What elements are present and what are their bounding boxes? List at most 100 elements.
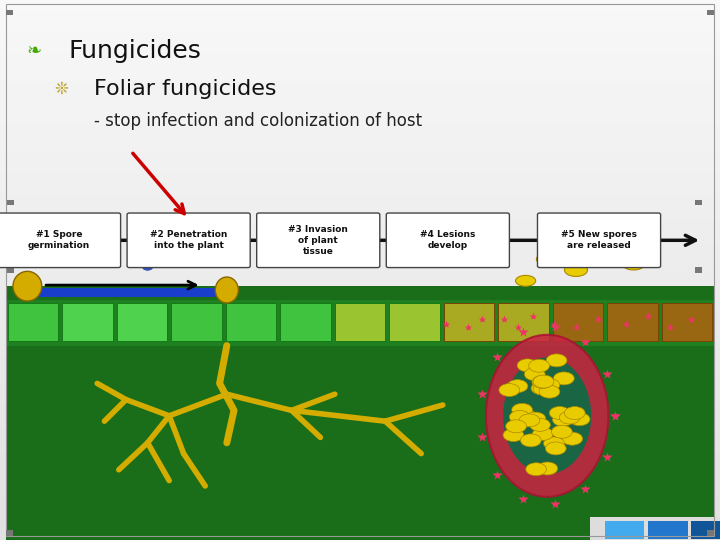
Bar [553, 303, 603, 341]
Text: - stop infection and colonization of host: - stop infection and colonization of hos… [94, 112, 422, 131]
Ellipse shape [581, 232, 600, 243]
Ellipse shape [532, 375, 553, 388]
Bar [6, 300, 714, 346]
Bar [335, 303, 385, 341]
Bar [608, 303, 657, 341]
Bar [691, 521, 720, 539]
Ellipse shape [153, 253, 163, 260]
Bar [553, 303, 603, 341]
Text: #3 Invasion
of plant
tissue: #3 Invasion of plant tissue [288, 225, 348, 256]
Bar [662, 303, 712, 341]
FancyBboxPatch shape [257, 213, 380, 267]
Ellipse shape [539, 379, 559, 392]
Ellipse shape [534, 375, 554, 388]
Bar [8, 303, 58, 341]
Bar [707, 530, 714, 536]
Bar [6, 286, 714, 540]
Bar [707, 10, 714, 15]
Bar [22, 288, 216, 297]
Bar [226, 303, 276, 341]
Bar [590, 517, 720, 540]
Bar [390, 303, 440, 341]
Text: #4 Lesions
develop: #4 Lesions develop [420, 230, 475, 251]
Bar [498, 303, 549, 341]
Bar [608, 303, 657, 341]
Ellipse shape [139, 249, 149, 256]
Bar [6, 10, 13, 15]
Ellipse shape [519, 414, 540, 427]
Ellipse shape [516, 275, 536, 286]
Ellipse shape [552, 413, 573, 426]
Bar [695, 200, 702, 205]
Ellipse shape [595, 248, 615, 260]
Ellipse shape [530, 418, 550, 431]
Ellipse shape [525, 412, 546, 425]
Bar [662, 303, 712, 341]
Ellipse shape [505, 420, 526, 433]
Ellipse shape [528, 359, 549, 372]
Ellipse shape [512, 403, 533, 416]
Ellipse shape [503, 429, 523, 442]
Text: #2 Penetration
into the plant: #2 Penetration into the plant [150, 230, 228, 251]
Ellipse shape [516, 409, 536, 422]
Ellipse shape [503, 357, 591, 474]
Ellipse shape [143, 264, 153, 271]
Ellipse shape [570, 413, 590, 426]
Ellipse shape [509, 410, 530, 423]
FancyBboxPatch shape [127, 213, 251, 267]
Ellipse shape [13, 271, 42, 301]
Text: ❧: ❧ [27, 42, 42, 60]
Ellipse shape [536, 253, 558, 265]
Text: Fungicides: Fungicides [68, 39, 202, 63]
Ellipse shape [171, 256, 181, 262]
Bar [498, 303, 549, 341]
Ellipse shape [562, 432, 582, 445]
Ellipse shape [559, 411, 580, 424]
Bar [648, 521, 688, 539]
Bar [7, 200, 14, 205]
Bar [444, 303, 494, 341]
Ellipse shape [539, 385, 560, 398]
Bar [117, 303, 167, 341]
Bar [280, 303, 330, 341]
Text: ❊: ❊ [54, 80, 68, 98]
Ellipse shape [524, 368, 545, 381]
Ellipse shape [623, 259, 644, 270]
Ellipse shape [544, 437, 564, 450]
FancyBboxPatch shape [537, 213, 661, 267]
FancyBboxPatch shape [386, 213, 510, 267]
Ellipse shape [564, 264, 588, 276]
Ellipse shape [549, 407, 570, 420]
Bar [63, 303, 112, 341]
Ellipse shape [161, 252, 171, 258]
FancyBboxPatch shape [0, 213, 121, 267]
Ellipse shape [533, 382, 554, 395]
Ellipse shape [215, 277, 238, 303]
Bar [444, 303, 494, 341]
Ellipse shape [521, 434, 541, 447]
Ellipse shape [499, 383, 520, 396]
Ellipse shape [510, 415, 531, 428]
Ellipse shape [546, 442, 566, 455]
Bar [7, 267, 14, 273]
Ellipse shape [132, 257, 142, 263]
Ellipse shape [526, 463, 546, 476]
Ellipse shape [507, 380, 528, 393]
Ellipse shape [564, 407, 585, 420]
Text: Foliar fungicides: Foliar fungicides [94, 79, 276, 99]
Ellipse shape [546, 354, 567, 367]
Ellipse shape [552, 426, 572, 438]
Ellipse shape [554, 372, 575, 385]
Ellipse shape [537, 462, 558, 475]
Bar [171, 303, 222, 341]
Bar [695, 267, 702, 273]
Text: #5 New spores
are released: #5 New spores are released [561, 230, 637, 251]
Bar [605, 521, 644, 539]
Ellipse shape [486, 335, 608, 497]
Ellipse shape [517, 359, 538, 372]
Bar [6, 530, 13, 536]
Ellipse shape [164, 261, 174, 268]
Ellipse shape [531, 382, 552, 395]
Text: #1 Spore
germination: #1 Spore germination [28, 230, 90, 251]
Ellipse shape [150, 246, 160, 253]
